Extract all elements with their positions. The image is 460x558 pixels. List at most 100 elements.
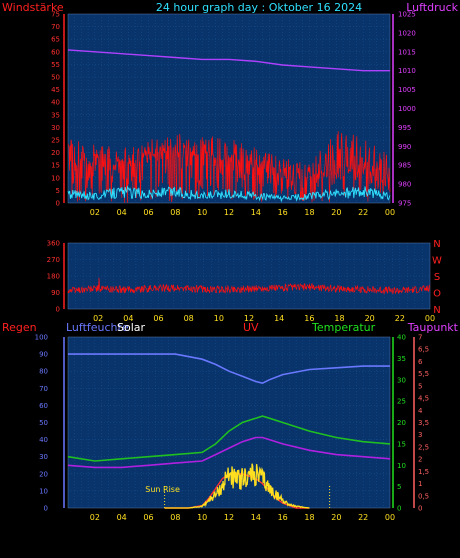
- uv-tick-label: 1,5: [418, 468, 429, 476]
- uv-label: UV: [243, 321, 259, 334]
- y-tick-label: 75: [51, 11, 60, 19]
- y-tick-label: 60: [39, 402, 48, 410]
- y-tick-label: 30: [39, 453, 48, 461]
- rain-label: Regen: [2, 321, 37, 334]
- wind-pressure-panel: 02 04 06 08 10 12 14 16 18 20 22 007570656055504540…: [51, 11, 416, 218]
- y-tick-label: 30: [51, 124, 60, 132]
- y-tick-label: 50: [39, 419, 48, 427]
- dewpoint-series: [67, 436, 391, 469]
- y-tick-label: 0: [56, 200, 60, 208]
- uv-tick-label: 2: [418, 456, 422, 464]
- uv-tick-label: 7: [418, 334, 422, 342]
- y-tick-label: 270: [47, 256, 60, 264]
- x-tick-label: 08: [184, 314, 194, 323]
- uv-tick-label: 5,5: [418, 370, 429, 378]
- uv-tick-label: 6: [418, 358, 423, 366]
- x-tick-label: 16: [278, 208, 288, 217]
- humidity-label: Luftfeuchte: [66, 321, 129, 334]
- temp-tick-label: 40: [397, 334, 406, 342]
- wind-direction-panel: 02 04 06 08 10 12 14 16 18 20 22 00360270180900NWSO…: [47, 239, 442, 323]
- y-tick-label: 90: [39, 351, 48, 359]
- compass-label: N: [433, 239, 440, 250]
- temperature-series: [67, 415, 391, 462]
- x-tick-label: 12: [224, 208, 234, 217]
- sunrise-label: Sun Rise: [145, 485, 180, 494]
- y-right-tick-label: 1025: [398, 11, 416, 19]
- y-tick-label: 40: [51, 99, 60, 107]
- x-tick-label: 14: [274, 314, 284, 323]
- y-tick-label: 40: [39, 436, 48, 444]
- temp-tick-label: 35: [397, 355, 406, 363]
- x-tick-label: 10: [197, 208, 207, 217]
- y-tick-label: 180: [47, 273, 60, 281]
- compass-label: W: [432, 256, 442, 267]
- temp-tick-label: 10: [397, 462, 406, 470]
- x-tick-label: 08: [170, 513, 180, 522]
- x-tick-label: 12: [224, 513, 234, 522]
- y-tick-label: 10: [51, 174, 60, 182]
- x-tick-label: 10: [214, 314, 224, 323]
- compass-label: S: [434, 272, 440, 283]
- x-tick-label: 14: [251, 208, 261, 217]
- y-tick-label: 60: [51, 48, 60, 56]
- temp-tick-label: 0: [397, 505, 401, 513]
- x-tick-label: 04: [117, 208, 127, 217]
- y-right-tick-label: 980: [398, 181, 411, 189]
- y-tick-label: 0: [44, 505, 48, 513]
- x-tick-label: 00: [385, 513, 395, 522]
- y-tick-label: 50: [51, 74, 60, 82]
- y-right-tick-label: 1015: [398, 48, 416, 56]
- wind-direction-series: [67, 277, 431, 295]
- temp-tick-label: 15: [397, 440, 406, 448]
- wind-series: [67, 131, 391, 203]
- uv-tick-label: 5: [418, 382, 422, 390]
- x-tick-label: 02: [90, 513, 100, 522]
- y-right-tick-label: 995: [398, 124, 411, 132]
- pressure-series: [67, 49, 390, 72]
- x-tick-label: 22: [358, 208, 368, 217]
- y-right-tick-label: 990: [398, 143, 411, 151]
- y-tick-label: 45: [51, 86, 60, 94]
- y-tick-label: 10: [39, 487, 48, 495]
- uv-tick-label: 2,5: [418, 443, 429, 451]
- x-tick-label: 16: [278, 513, 288, 522]
- chart-title: 24 hour graph day : Oktober 16 2024: [156, 1, 362, 14]
- humidity-series: [68, 353, 390, 385]
- uv-tick-label: 0,5: [418, 492, 429, 500]
- x-tick-label: 18: [304, 208, 314, 217]
- y-tick-label: 20: [39, 470, 48, 478]
- dewpoint-label: Taupunkt: [407, 321, 459, 334]
- x-tick-label: 12: [244, 314, 254, 323]
- x-tick-label: 06: [143, 208, 153, 217]
- wind-label: Windstärke: [2, 1, 64, 14]
- y-tick-label: 100: [35, 334, 48, 342]
- x-tick-label: 00: [425, 314, 435, 323]
- y-tick-label: 70: [51, 23, 60, 31]
- uv-tick-label: 1: [418, 480, 422, 488]
- x-tick-label: 16: [304, 314, 314, 323]
- temp-tick-label: 25: [397, 398, 406, 406]
- y-tick-label: 90: [51, 289, 60, 297]
- y-right-tick-label: 1000: [398, 105, 416, 113]
- pressure-label: Luftdruck: [406, 1, 458, 14]
- x-tick-label: 10: [197, 513, 207, 522]
- x-tick-label: 14: [251, 513, 261, 522]
- y-tick-label: 70: [39, 385, 48, 393]
- uv-tick-label: 6,5: [418, 346, 429, 354]
- uv-tick-label: 3: [418, 431, 422, 439]
- x-tick-label: 04: [123, 314, 133, 323]
- x-tick-label: 02: [93, 314, 103, 323]
- y-tick-label: 360: [47, 240, 60, 248]
- uv-tick-label: 3,5: [418, 419, 429, 427]
- compass-label: O: [433, 289, 441, 300]
- uv-tick-label: 0: [418, 505, 422, 513]
- y-tick-label: 25: [51, 137, 60, 145]
- y-tick-label: 20: [51, 149, 60, 157]
- temp-tick-label: 20: [397, 419, 406, 427]
- temperature-label: Temperatur: [311, 321, 376, 334]
- temp-tick-label: 30: [397, 376, 406, 384]
- x-tick-label: 00: [385, 208, 395, 217]
- y-tick-label: 15: [51, 162, 60, 170]
- wind-average-series: [67, 185, 391, 203]
- x-tick-label: 22: [358, 513, 368, 522]
